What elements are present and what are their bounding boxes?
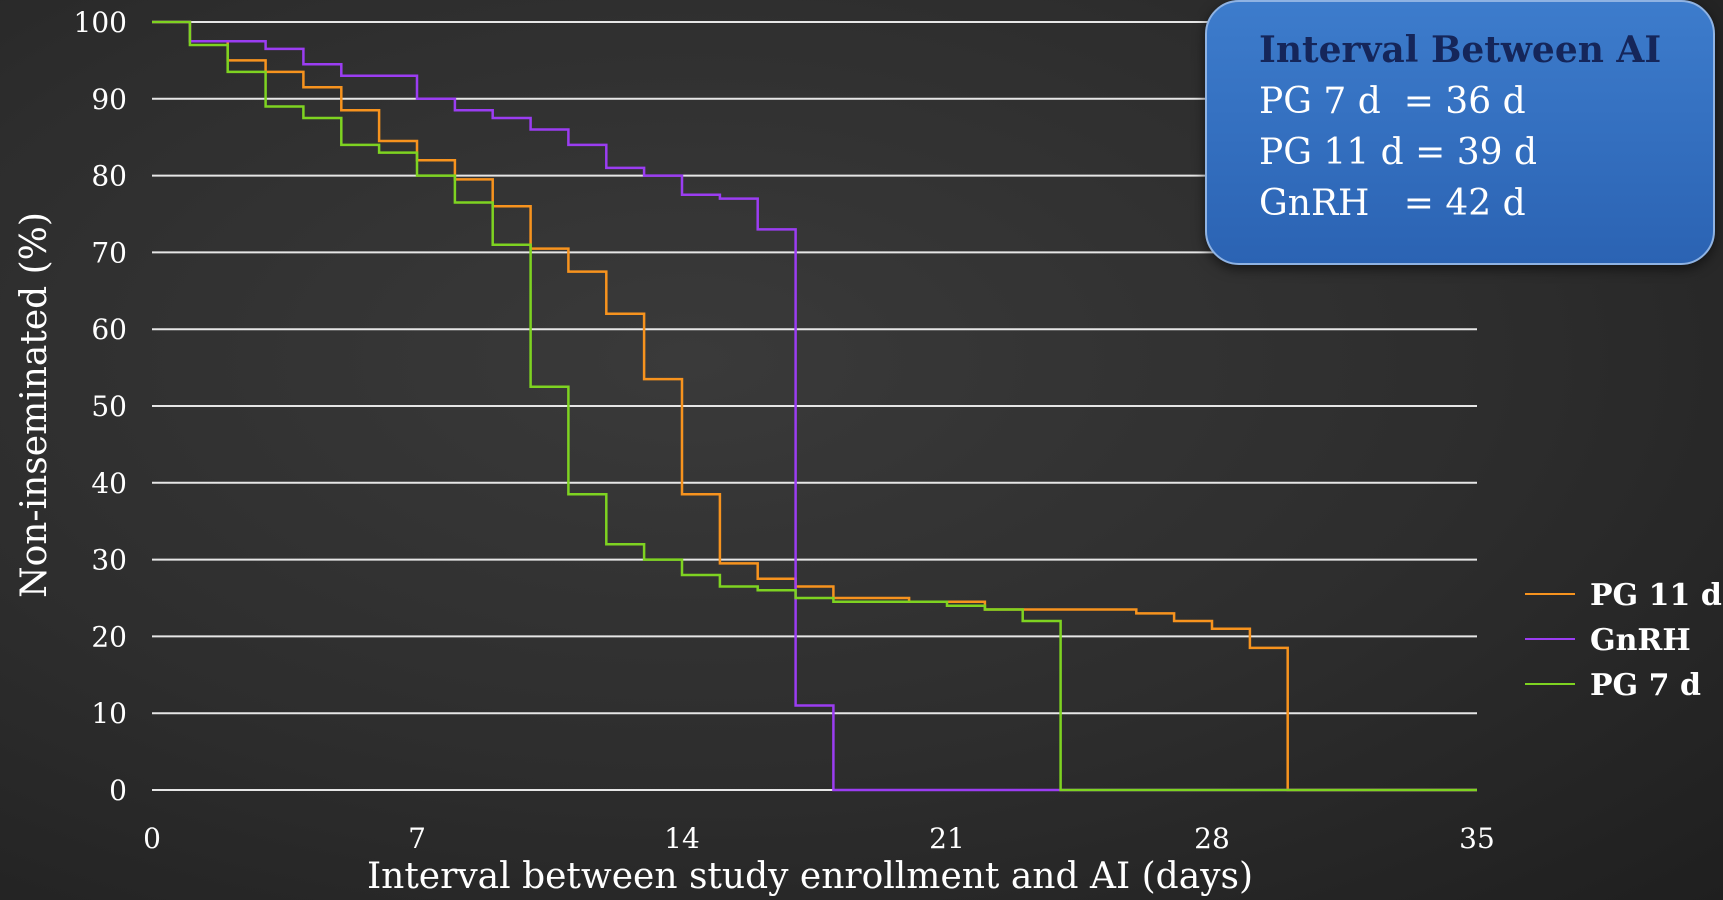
info-line-pg7: PG 7 d = 36 d <box>1259 81 1526 122</box>
x-tick-label: 35 <box>1459 822 1495 855</box>
info-line-pg11: PG 11 d = 39 d <box>1259 132 1538 173</box>
legend-label: PG 7 d <box>1590 668 1701 703</box>
y-tick-label: 50 <box>91 390 127 423</box>
interval-info-box: Interval Between AI PG 7 d = 36 d PG 11 … <box>1205 0 1715 265</box>
series-line-pg-7-d <box>152 20 1477 792</box>
legend-label: GnRH <box>1590 623 1691 658</box>
y-tick-label: 80 <box>91 160 127 193</box>
y-tick-labels: 0 10 20 30 40 50 60 70 80 90 100 <box>74 6 127 807</box>
x-tick-label: 21 <box>929 822 965 855</box>
x-tick-label: 7 <box>408 822 426 855</box>
series-line-pg-11-d <box>152 20 1477 792</box>
y-tick-label: 100 <box>74 6 127 39</box>
y-tick-label: 0 <box>109 774 127 807</box>
x-tick-label: 0 <box>143 822 161 855</box>
x-tick-label: 14 <box>664 822 700 855</box>
y-tick-label: 60 <box>91 313 127 346</box>
x-tick-labels: 0 7 14 21 28 35 <box>143 822 1495 855</box>
series-line-gnrh <box>152 20 1477 792</box>
y-axis-title: Non-inseminated (%) <box>14 212 55 598</box>
series-lines <box>152 20 1477 792</box>
y-tick-label: 30 <box>91 544 127 577</box>
x-axis-title: Interval between study enrollment and AI… <box>367 856 1253 897</box>
y-tick-label: 90 <box>91 83 127 116</box>
info-line-gnrh: GnRH = 42 d <box>1259 183 1526 224</box>
y-tick-label: 40 <box>91 467 127 500</box>
y-tick-label: 70 <box>91 236 127 269</box>
y-tick-label: 10 <box>91 697 127 730</box>
x-tick-label: 28 <box>1194 822 1230 855</box>
y-tick-label: 20 <box>91 620 127 653</box>
info-box-title: Interval Between AI <box>1259 29 1662 71</box>
legend-label: PG 11 d <box>1590 578 1722 613</box>
legend: PG 11 d GnRH PG 7 d <box>1525 578 1722 703</box>
